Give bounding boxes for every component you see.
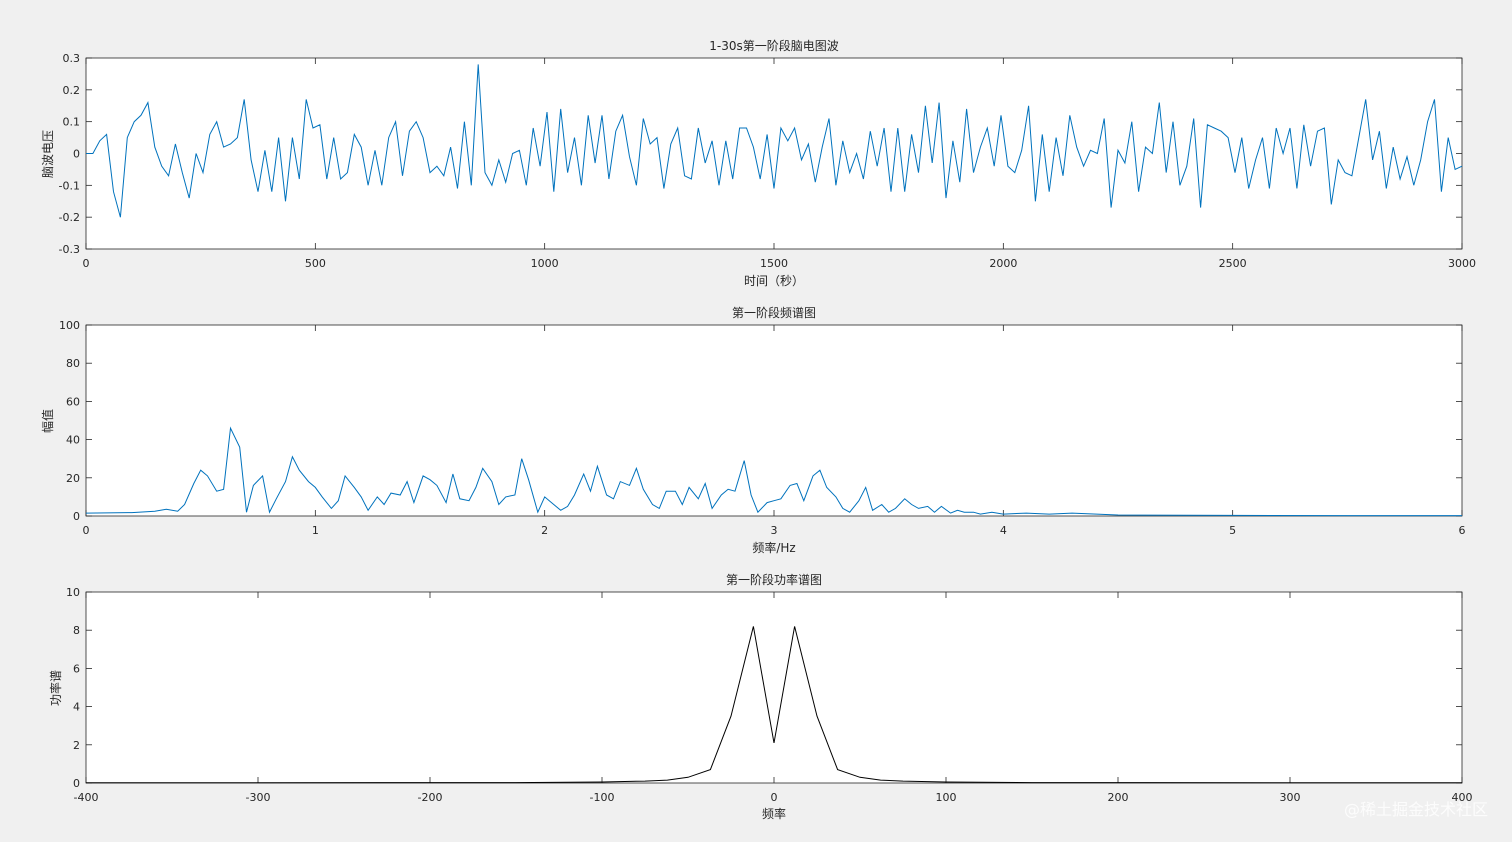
axis-ticks-1: 0 500 1000 1500 2000 2500 3000 -0.3 -0.2 -0.1 0 0.1…	[59, 52, 1476, 270]
x-axis-label-1: 时间（秒）	[744, 274, 804, 288]
y-tick-label: 60	[66, 395, 80, 408]
y-tick-label: 20	[66, 472, 80, 485]
x-tick-label: 1500	[760, 257, 788, 270]
x-tick-label: 300	[1280, 791, 1301, 804]
y-tick-label: 10	[66, 586, 80, 599]
y-axis-label-2: 幅值	[40, 409, 55, 433]
y-tick-label: 0	[73, 510, 80, 523]
y-axis-label-3: 功率谱	[48, 670, 63, 706]
axis-ticks-3: -400 -300 -200 -100 0 100 200 300 400 0 2 4 6 8 10	[66, 586, 1473, 804]
y-tick-label: -0.3	[59, 243, 80, 256]
y-tick-label: 2	[73, 739, 80, 752]
y-tick-label: 0.2	[63, 84, 81, 97]
plot-area-3	[85, 591, 1463, 784]
chart-title-1: 1-30s第一阶段脑电图波	[709, 38, 839, 53]
y-tick-label: 0	[73, 148, 80, 161]
series-line-spectrum	[85, 426, 1462, 517]
x-tick-label: -400	[74, 791, 99, 804]
x-tick-label: 0	[83, 257, 90, 270]
plot-area-2	[85, 324, 1463, 517]
y-tick-label: -0.2	[59, 211, 80, 224]
chart-title-3: 第一阶段功率谱图	[726, 572, 822, 587]
y-tick-label: 0	[73, 777, 80, 790]
x-tick-label: 0	[771, 791, 778, 804]
y-tick-label: 6	[73, 662, 80, 675]
x-tick-label: 200	[1108, 791, 1129, 804]
y-tick-label: 4	[73, 701, 80, 714]
x-axis-label-2: 频率/Hz	[752, 540, 795, 555]
y-tick-label: 100	[59, 319, 80, 332]
chart-title-2: 第一阶段频谱图	[732, 305, 816, 320]
y-tick-label: 0.1	[63, 116, 81, 129]
x-tick-label: 1	[312, 524, 319, 537]
y-tick-label: 40	[66, 434, 80, 447]
plot-area-1	[85, 57, 1463, 250]
y-tick-label: 0.3	[63, 52, 81, 65]
watermark: @稀土掘金技术社区	[1343, 800, 1488, 819]
x-tick-label: 3	[771, 524, 778, 537]
y-axis-label-1: 脑波电压	[41, 130, 55, 178]
x-tick-label: 6	[1459, 524, 1466, 537]
subplot-eeg-wave: 1-30s第一阶段脑电图波 时间（秒） 脑波电压 0 500 1000 1500 200…	[41, 38, 1476, 288]
x-tick-label: 2000	[989, 257, 1017, 270]
x-tick-label: 500	[305, 257, 326, 270]
x-tick-label: -300	[246, 791, 271, 804]
series-line-power	[85, 626, 1463, 784]
x-tick-label: 100	[936, 791, 957, 804]
x-tick-label: 3000	[1448, 257, 1476, 270]
x-tick-label: 4	[1000, 524, 1007, 537]
y-tick-label: 8	[73, 624, 80, 637]
x-tick-label: 1000	[531, 257, 559, 270]
x-tick-label: 2	[541, 524, 548, 537]
x-axis-label-3: 频率	[762, 806, 786, 821]
series-line-eeg	[86, 64, 1463, 218]
y-tick-label: -0.1	[59, 179, 80, 192]
x-tick-label: 0	[83, 524, 90, 537]
y-tick-label: 80	[66, 357, 80, 370]
subplot-power-spectrum: 第一阶段功率谱图 频率 功率谱 -400 -300 -200 -100 0 100 200 3…	[48, 572, 1473, 821]
x-tick-label: -100	[590, 791, 615, 804]
x-tick-label: 2500	[1219, 257, 1247, 270]
x-tick-label: -200	[418, 791, 443, 804]
x-tick-label: 400	[1452, 791, 1473, 804]
x-tick-label: 5	[1229, 524, 1236, 537]
